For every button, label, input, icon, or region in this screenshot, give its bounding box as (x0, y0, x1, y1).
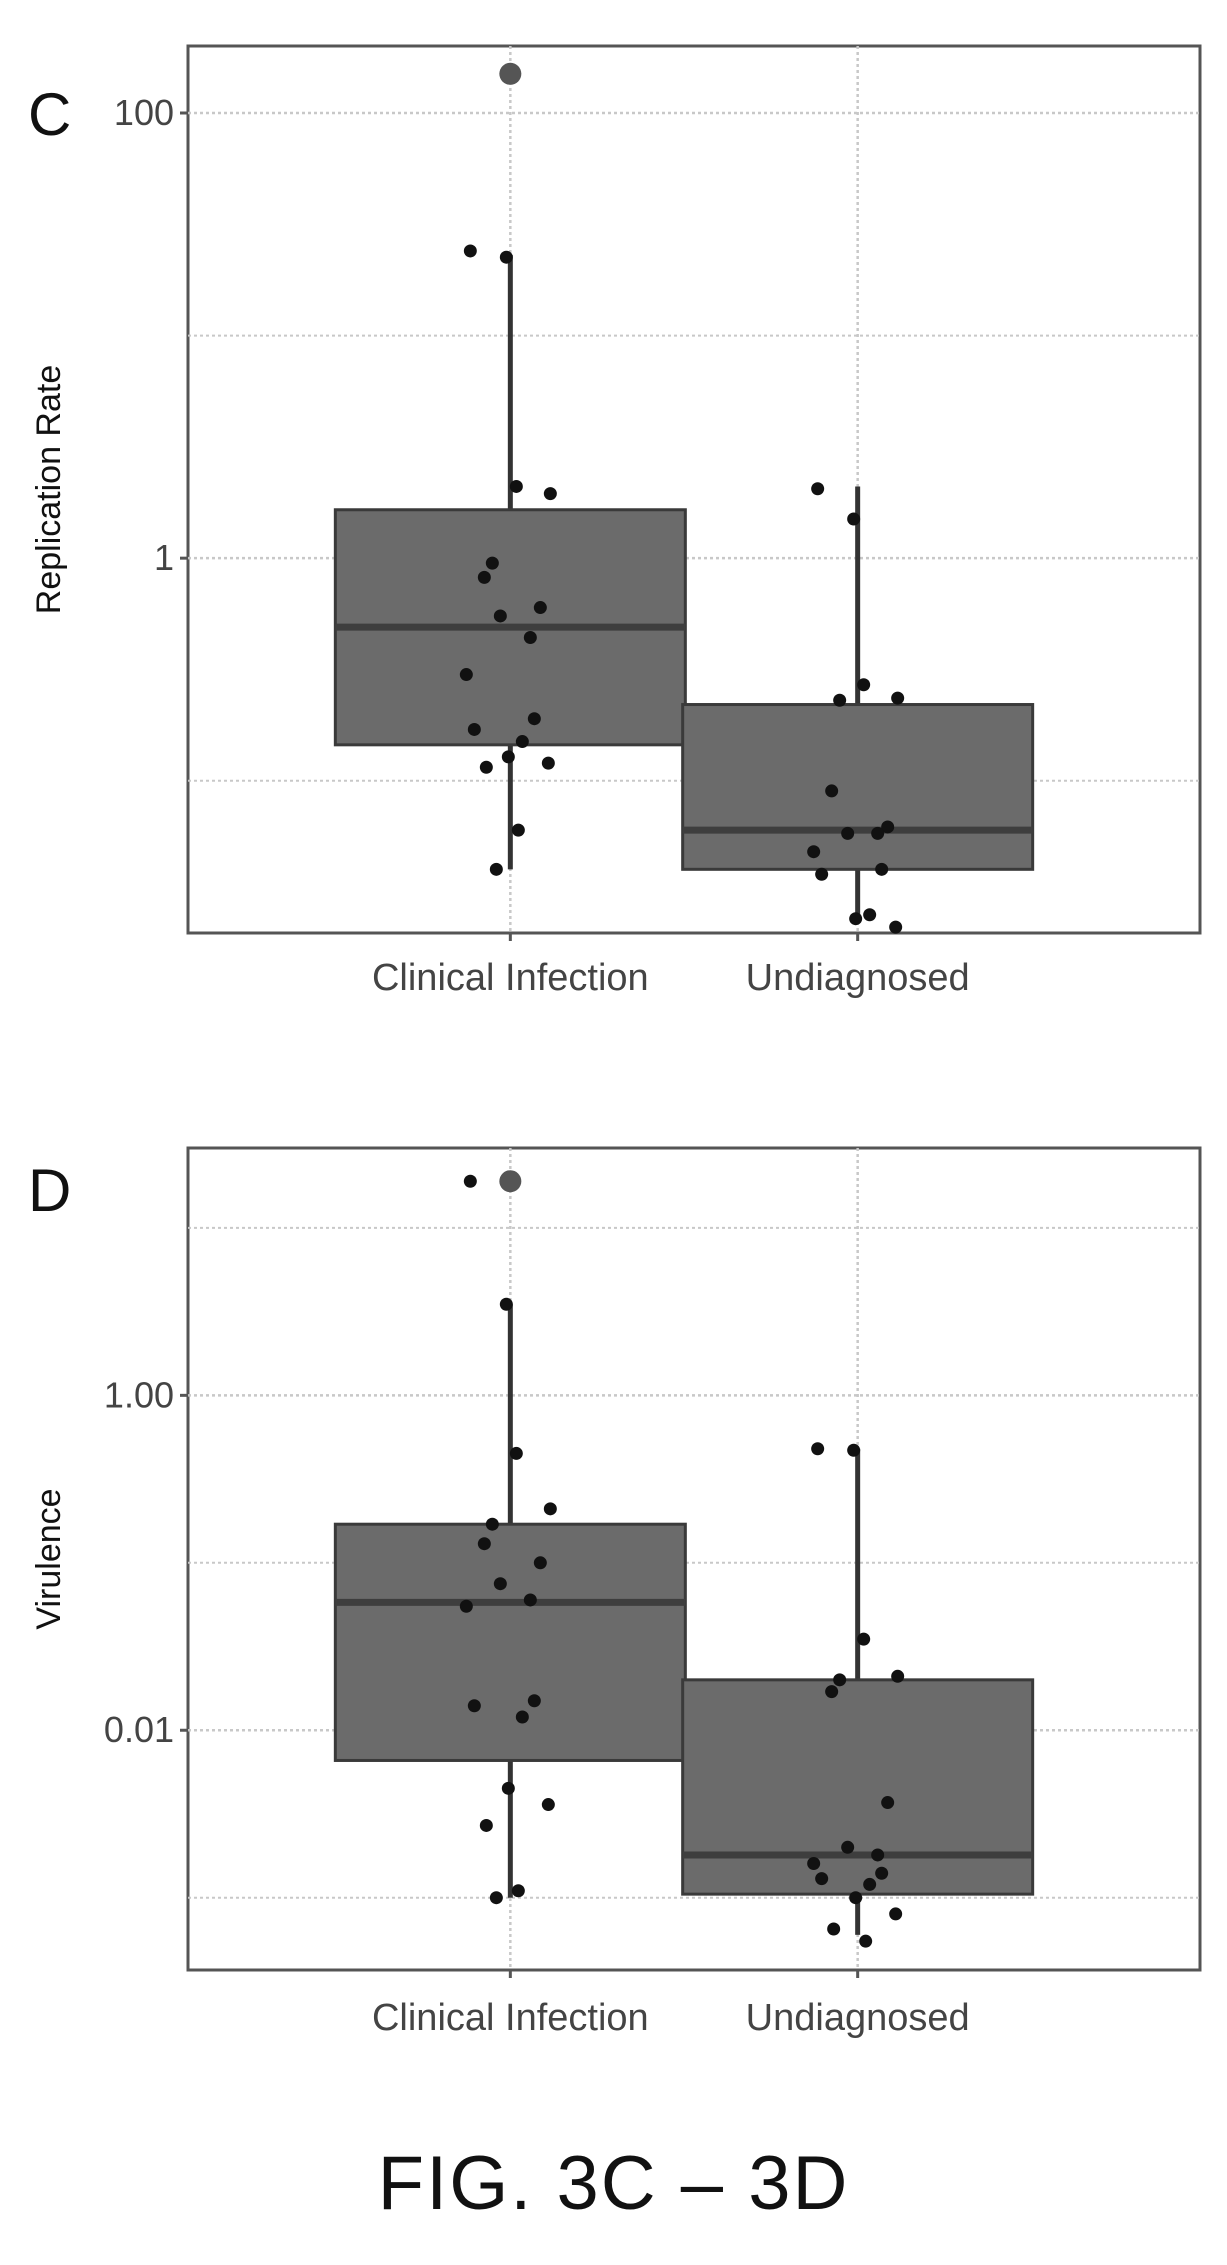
data-point (523, 631, 537, 645)
data-point (847, 512, 861, 526)
y-axis-label: Replication Rate (30, 365, 68, 614)
box-iqr (333, 1522, 687, 1762)
data-point (871, 826, 885, 840)
data-point (889, 1907, 903, 1921)
data-point (533, 1556, 547, 1570)
data-point (807, 845, 821, 859)
panel-c-chart: C 1 100 Replication Rate Clinical Infection U… (28, 44, 1202, 999)
data-point (541, 1798, 555, 1812)
data-point (479, 760, 493, 774)
data-point (467, 1699, 481, 1713)
figure-caption: FIG. 3C – 3D (377, 2141, 850, 2226)
data-point (849, 912, 863, 926)
data-point (489, 1891, 503, 1905)
data-point (541, 756, 555, 770)
panel-letter: D (28, 1157, 71, 1224)
data-point (459, 668, 473, 682)
box-iqr (681, 1678, 1035, 1896)
data-point (523, 1593, 537, 1607)
data-point (527, 1694, 541, 1708)
data-point (849, 1891, 863, 1905)
data-point (543, 487, 557, 501)
data-point (841, 826, 855, 840)
outlier-point (499, 1170, 522, 1193)
data-point (881, 1796, 895, 1810)
data-point (527, 712, 541, 726)
data-point (889, 920, 903, 934)
data-point (863, 908, 877, 922)
data-point (543, 1502, 557, 1516)
data-point (485, 1517, 499, 1531)
data-point (891, 1669, 905, 1683)
data-point (533, 601, 547, 615)
data-point (871, 1848, 885, 1862)
data-point (857, 678, 871, 692)
data-point (875, 862, 889, 876)
data-point (825, 1685, 839, 1699)
data-point (807, 1857, 821, 1871)
y-tick-label: 0.01 (104, 1709, 174, 1750)
data-point (493, 1577, 507, 1591)
data-point (463, 1174, 477, 1188)
data-point (501, 750, 515, 764)
data-point (825, 784, 839, 798)
data-point (847, 1443, 861, 1457)
data-point (815, 867, 829, 881)
data-point (811, 482, 825, 496)
data-point (857, 1632, 871, 1646)
data-point (501, 1781, 515, 1795)
y-axis-label: Virulence (30, 1488, 68, 1629)
data-point (881, 820, 895, 834)
data-point (499, 1297, 513, 1311)
data-point (477, 570, 491, 584)
y-tick-label: 1 (154, 537, 174, 578)
x-tick-label: Clinical Infection (372, 957, 649, 999)
box-iqr (681, 703, 1035, 871)
data-point (485, 556, 499, 570)
data-point (499, 250, 513, 264)
data-point (875, 1866, 889, 1880)
data-point (863, 1877, 877, 1891)
panel-d-chart: D 0.01 1.00 Virulence Clinical Infection Undi… (28, 1146, 1202, 2039)
outlier-point (499, 62, 522, 85)
x-tick-label: Clinical Infection (372, 1997, 649, 2039)
data-point (833, 1673, 847, 1687)
data-point (515, 1710, 529, 1724)
data-point (841, 1840, 855, 1854)
data-point (827, 1922, 841, 1936)
data-point (489, 862, 503, 876)
data-point (467, 722, 481, 736)
x-tick-label: Undiagnosed (746, 1997, 970, 2039)
panel-letter: C (28, 81, 71, 148)
data-point (891, 691, 905, 705)
y-tick-label: 100 (114, 92, 174, 133)
data-point (515, 735, 529, 749)
data-point (815, 1872, 829, 1886)
data-point (833, 693, 847, 707)
data-point (463, 244, 477, 258)
data-point (493, 609, 507, 623)
data-point (509, 1446, 523, 1460)
data-point (509, 479, 523, 493)
data-point (511, 823, 525, 837)
data-point (859, 1934, 873, 1948)
data-point (477, 1537, 491, 1551)
data-point (811, 1442, 825, 1456)
data-point (459, 1599, 473, 1613)
x-tick-label: Undiagnosed (746, 957, 970, 999)
y-tick-label: 1.00 (104, 1374, 174, 1415)
data-point (511, 1884, 525, 1898)
data-point (479, 1818, 493, 1832)
